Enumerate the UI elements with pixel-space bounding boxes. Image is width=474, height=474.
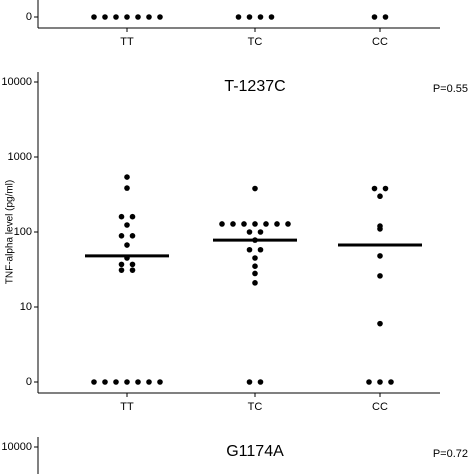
data-dot — [124, 174, 130, 180]
data-dot — [118, 213, 125, 220]
data-dot — [382, 14, 389, 20]
data-dot — [102, 14, 108, 20]
data-dot — [113, 379, 119, 385]
data-dot — [219, 221, 225, 227]
data-dot — [377, 193, 383, 200]
data-dot — [129, 261, 136, 268]
data-dot — [257, 246, 264, 253]
y-tick-label: 0 — [26, 376, 32, 388]
y-tick-label: 10000 — [1, 441, 32, 453]
data-dot — [113, 14, 119, 20]
data-dot — [274, 221, 280, 227]
data-dot — [129, 232, 136, 239]
data-dot — [366, 379, 372, 385]
y-axis-label: TNF-alpha level (pg/ml) — [5, 180, 16, 284]
data-dot — [246, 246, 253, 253]
data-dot — [257, 379, 264, 385]
x-tick-label: TC — [248, 36, 263, 48]
p-value: P=0.55 — [433, 83, 468, 95]
data-dot — [246, 379, 253, 385]
data-dot — [91, 379, 97, 385]
data-dot — [129, 267, 136, 273]
data-dot — [235, 14, 242, 20]
data-dot — [252, 255, 258, 261]
data-dot — [252, 221, 258, 227]
data-dot — [252, 185, 258, 192]
p-value: P=0.72 — [433, 448, 468, 460]
data-dot — [377, 379, 383, 385]
data-dot — [91, 14, 97, 20]
data-dot — [246, 229, 253, 235]
data-dot — [377, 320, 383, 327]
data-dot — [388, 379, 394, 385]
data-dot — [118, 261, 125, 268]
y-tick-label: 100 — [14, 226, 32, 238]
data-dot — [246, 14, 253, 20]
y-tick-label: 0 — [26, 11, 32, 23]
data-dot — [124, 14, 130, 20]
data-dot — [146, 14, 152, 20]
panel-title: G1174A — [226, 443, 284, 460]
y-tick-label: 10 — [20, 301, 32, 313]
x-tick-label: TT — [120, 401, 134, 413]
data-dot — [241, 221, 247, 227]
data-dot — [268, 14, 275, 20]
data-dot — [118, 267, 125, 273]
data-dot — [377, 253, 383, 259]
data-dot — [371, 185, 378, 192]
data-dot — [252, 280, 258, 286]
data-dot — [124, 379, 130, 385]
data-dot — [124, 242, 130, 248]
data-dot — [252, 263, 258, 269]
panel-title: T-1237C — [224, 78, 285, 95]
data-dot — [252, 270, 258, 277]
x-tick-label: CC — [372, 36, 388, 48]
data-dot — [257, 14, 264, 20]
x-tick-label: TC — [248, 401, 263, 413]
y-tick-label: 10000 — [1, 76, 32, 88]
x-tick-label: CC — [372, 401, 388, 413]
data-dot — [257, 229, 264, 235]
data-dot — [377, 226, 383, 232]
data-dot — [263, 221, 269, 227]
data-dot — [124, 185, 130, 191]
data-dot — [230, 221, 236, 227]
x-tick-label: TT — [120, 36, 134, 48]
data-dot — [124, 222, 130, 228]
data-dot — [382, 185, 389, 192]
data-dot — [135, 379, 141, 385]
y-tick-label: 1000 — [8, 151, 32, 163]
data-dot — [157, 379, 163, 385]
data-dot — [118, 232, 125, 239]
data-dot — [102, 379, 108, 385]
data-dot — [377, 273, 383, 279]
data-dot — [135, 14, 141, 20]
data-dot — [146, 379, 152, 385]
data-dot — [285, 221, 291, 227]
data-dot — [129, 213, 136, 220]
data-dot — [371, 14, 378, 20]
data-dot — [157, 14, 163, 20]
